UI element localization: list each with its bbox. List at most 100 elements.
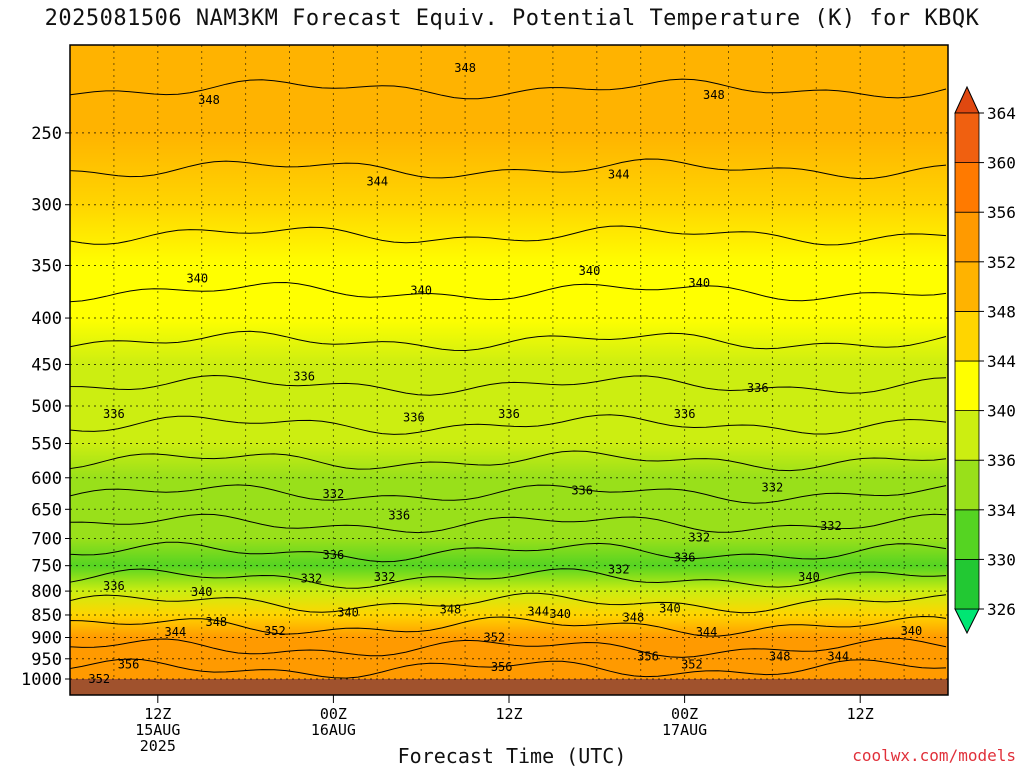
contour-label: 344	[608, 168, 630, 182]
ground-below-surface	[70, 679, 948, 695]
contour-label: 340	[191, 585, 213, 599]
y-tick-label: 250	[31, 124, 62, 144]
y-tick-label: 400	[31, 309, 62, 329]
contour-label: 348	[623, 610, 645, 624]
contour-label: 344	[696, 625, 718, 639]
y-tick-label: 750	[31, 557, 62, 577]
contour-label: 340	[337, 606, 359, 620]
contour-line	[69, 484, 947, 504]
colorbar-segment	[954, 211, 980, 263]
colorbar-segment	[954, 410, 980, 461]
colorbar-segment	[954, 112, 980, 163]
contour-label: 356	[118, 658, 140, 672]
contour-label: 344	[165, 625, 187, 639]
colorbar-label: 334	[987, 501, 1016, 520]
colorbar-segment	[954, 310, 980, 362]
colorbar-extend-bottom	[954, 608, 980, 635]
contour-label: 336	[747, 381, 769, 395]
contour-line	[69, 637, 947, 658]
contour-line	[69, 615, 947, 637]
contour-label: 332	[820, 519, 842, 533]
contour-label: 340	[410, 284, 432, 298]
y-tick-label: 450	[31, 355, 62, 375]
contour-line	[69, 78, 947, 100]
x-tick-label: 15AUG	[135, 721, 180, 739]
contour-label: 336	[571, 484, 593, 498]
colorbar-segment	[954, 162, 980, 213]
contour-label: 336	[388, 508, 410, 522]
colorbar-label: 330	[987, 550, 1016, 569]
y-tick-label: 700	[31, 529, 62, 549]
colorbar-label: 336	[987, 451, 1016, 470]
contour-label: 344	[527, 604, 549, 618]
contour-label: 348	[769, 650, 791, 664]
contour-label: 340	[549, 607, 571, 621]
y-tick-label: 1000	[21, 670, 62, 690]
x-tick-label: 00Z	[671, 705, 698, 723]
contour-label: 332	[323, 487, 345, 501]
y-axis: 2503003504004505005506006507007508008509…	[21, 124, 70, 690]
contour-label: 336	[674, 407, 696, 421]
contour-label: 348	[440, 602, 462, 616]
contour-line	[69, 158, 947, 180]
contour-label: 332	[762, 480, 784, 494]
colorbar-label: 348	[987, 302, 1016, 321]
y-tick-label: 550	[31, 434, 62, 454]
contour-label: 340	[798, 570, 820, 584]
colorbar-label: 326	[987, 600, 1016, 619]
contour-label: 352	[484, 630, 506, 644]
contour-label: 332	[608, 562, 630, 576]
y-tick-label: 950	[31, 650, 62, 670]
contour-line	[69, 541, 947, 563]
contour-label: 336	[293, 370, 315, 384]
contour-line	[69, 568, 947, 589]
contour-label: 332	[688, 530, 710, 544]
contour-label: 340	[579, 264, 601, 278]
contour-label: 332	[301, 572, 323, 586]
y-tick-label: 650	[31, 500, 62, 520]
y-tick-label: 850	[31, 606, 62, 626]
colorbar-segment	[954, 559, 980, 610]
contour-label: 336	[103, 579, 125, 593]
colorbar-label: 344	[987, 352, 1016, 371]
contour-label: 352	[681, 658, 703, 672]
y-tick-label: 500	[31, 397, 62, 417]
x-tick-label: 12Z	[144, 705, 171, 723]
contour-label: 344	[827, 650, 849, 664]
credit-link[interactable]: coolwx.com/models	[852, 746, 1016, 765]
contour-label: 348	[198, 93, 220, 107]
chart-title: 2025081506 NAM3KM Forecast Equiv. Potent…	[44, 6, 980, 31]
contour-line	[69, 450, 947, 472]
contour-line	[69, 513, 947, 534]
contour-label: 348	[703, 88, 725, 102]
contour-line	[69, 374, 947, 396]
x-tick-label: 12Z	[847, 705, 874, 723]
contour-label: 332	[374, 570, 396, 584]
colorbar-segment	[954, 459, 980, 511]
contour-label: 340	[659, 601, 681, 615]
x-tick-label: 17AUG	[662, 721, 707, 739]
contour-line	[69, 658, 947, 679]
y-tick-label: 900	[31, 628, 62, 648]
contour-line	[69, 225, 947, 246]
colorbar-segment	[954, 509, 980, 560]
contour-label: 336	[674, 551, 696, 565]
contour-label: 340	[186, 272, 208, 286]
y-tick-label: 350	[31, 256, 62, 276]
x-tick-label: 12Z	[495, 705, 522, 723]
contour-label: 348	[205, 615, 227, 629]
contour-label: 352	[264, 624, 286, 638]
colorbar-segment	[954, 360, 980, 411]
y-tick-label: 800	[31, 582, 62, 602]
contour-label: 356	[637, 650, 659, 664]
y-tick-label: 300	[31, 196, 62, 216]
colorbar-label: 360	[987, 154, 1016, 173]
x-tick-label: 00Z	[320, 705, 347, 723]
colorbar-segment	[954, 261, 980, 312]
contour-label: 340	[688, 276, 710, 290]
contour-label: 336	[103, 407, 125, 421]
